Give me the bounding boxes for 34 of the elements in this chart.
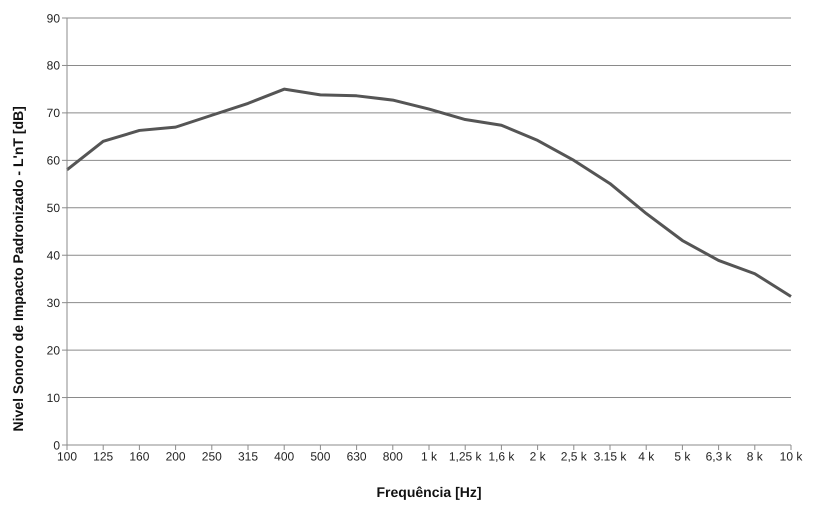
y-axis-title: Nivel Sonoro de Impacto Padronizado - L'nT [dB] xyxy=(10,106,26,432)
x-tick-label: 800 xyxy=(382,450,404,464)
x-tick-label: 200 xyxy=(166,450,186,464)
y-tick-label: 40 xyxy=(46,248,60,262)
x-axis-title: Frequência [Hz] xyxy=(376,484,482,500)
x-tick-label: 100 xyxy=(56,450,78,464)
x-tick-label: 3.15 k xyxy=(594,450,628,464)
y-tick-label: 60 xyxy=(46,154,60,168)
x-tick-label: 250 xyxy=(202,450,222,464)
x-tick-label: 315 xyxy=(238,450,258,464)
x-tick-label: 4 k xyxy=(638,450,656,464)
x-tick-label: 5 k xyxy=(674,450,692,464)
x-tick-label: 125 xyxy=(93,450,114,464)
x-tick-label: 6,3 k xyxy=(706,450,733,464)
x-tick-label: 630 xyxy=(346,450,367,464)
y-tick-label: 50 xyxy=(46,201,60,216)
y-tick-label: 70 xyxy=(46,106,60,120)
y-tick-label: 10 xyxy=(46,390,60,405)
line-series xyxy=(66,88,792,298)
y-tick-label: 20 xyxy=(46,343,60,358)
x-tick-label: 1,25 k xyxy=(448,450,483,464)
x-tick-label: 400 xyxy=(274,450,295,464)
y-tick-label: 0 xyxy=(53,438,60,452)
x-tick-label: 2 k xyxy=(530,450,547,464)
x-tick-label: 160 xyxy=(129,450,150,464)
y-tick-label: 30 xyxy=(46,296,60,310)
x-tick-label: 2,5 k xyxy=(560,450,588,464)
y-tick-label: 90 xyxy=(46,11,60,26)
x-tick-label: 10 k xyxy=(780,450,804,464)
x-tick-label: 8 k xyxy=(746,450,764,464)
x-tick-label: 1,6 k xyxy=(488,450,516,464)
x-tick-label: 1 k xyxy=(420,450,438,464)
x-tick-label: 500 xyxy=(310,450,331,464)
y-tick-label: 80 xyxy=(46,58,60,73)
